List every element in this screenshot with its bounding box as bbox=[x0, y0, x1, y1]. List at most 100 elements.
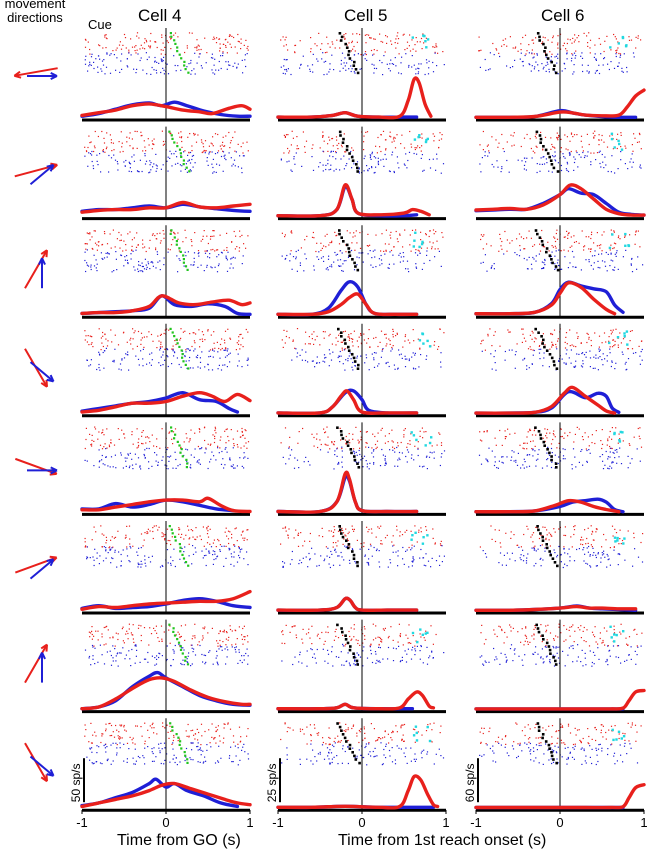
raster-spike bbox=[635, 231, 637, 233]
raster-spike bbox=[243, 445, 245, 447]
raster-spike bbox=[121, 68, 123, 70]
raster-spike bbox=[366, 657, 369, 659]
raster-spike bbox=[159, 653, 161, 655]
raster-spike bbox=[311, 625, 313, 627]
raster-spike bbox=[331, 41, 333, 43]
raster-spike bbox=[435, 43, 437, 45]
raster-spike bbox=[229, 43, 231, 45]
raster-spike bbox=[114, 645, 116, 647]
raster-spike bbox=[301, 349, 303, 351]
raster-spike bbox=[587, 45, 589, 47]
raster-spike bbox=[591, 255, 594, 257]
raster-spike bbox=[96, 154, 98, 156]
raster-spike bbox=[432, 133, 434, 135]
reach-marker bbox=[545, 349, 549, 352]
raster-spike bbox=[126, 548, 128, 550]
raster-spike bbox=[132, 737, 134, 739]
raster-spike bbox=[344, 38, 346, 40]
raster-spike bbox=[131, 739, 133, 741]
raster-spike bbox=[429, 241, 431, 243]
raster-spike bbox=[342, 748, 344, 750]
raster-spike bbox=[325, 246, 327, 248]
raster-spike bbox=[334, 631, 336, 633]
raster-spike bbox=[163, 73, 165, 75]
raster-spike bbox=[401, 357, 403, 359]
raster-spike bbox=[128, 170, 130, 172]
raster-spike bbox=[357, 439, 359, 441]
raster-spike bbox=[609, 346, 611, 348]
raster-spike bbox=[202, 557, 204, 559]
raster-spike bbox=[409, 440, 411, 442]
raster-spike bbox=[286, 754, 288, 756]
raster-spike bbox=[160, 742, 162, 744]
raster-spike bbox=[324, 331, 326, 333]
raster-spike bbox=[495, 139, 497, 141]
raster-spike bbox=[354, 664, 356, 666]
raster-spike bbox=[343, 664, 345, 666]
raster-spike bbox=[94, 426, 96, 428]
raster-spike bbox=[294, 347, 296, 349]
raster-spike bbox=[343, 349, 345, 351]
raster-spike bbox=[136, 49, 138, 51]
raster-spike bbox=[521, 160, 523, 162]
raster-spike bbox=[214, 38, 216, 40]
raster-spike bbox=[112, 636, 114, 638]
raster-spike bbox=[373, 756, 375, 758]
raster-spike bbox=[370, 528, 373, 530]
raster-spike bbox=[403, 752, 405, 754]
raster-spike bbox=[190, 429, 192, 431]
raster-spike bbox=[334, 529, 336, 531]
raster-spike bbox=[132, 757, 134, 759]
raster-spike bbox=[544, 264, 546, 266]
raster-spike bbox=[171, 348, 173, 350]
raster-spike bbox=[162, 364, 164, 366]
raster-spike bbox=[502, 39, 504, 41]
raster-spike bbox=[351, 167, 353, 169]
raster-spike bbox=[420, 150, 422, 152]
raster-spike bbox=[531, 330, 533, 332]
raster-spike bbox=[193, 456, 195, 458]
raster-spike bbox=[121, 359, 123, 361]
raster-spike bbox=[399, 234, 401, 236]
raster-spike bbox=[173, 355, 175, 357]
raster-spike bbox=[295, 637, 298, 639]
raster-spike bbox=[615, 38, 617, 40]
raster-spike bbox=[342, 532, 345, 534]
raster-spike bbox=[114, 454, 116, 456]
raster-spike bbox=[284, 527, 286, 529]
raster-spike bbox=[140, 343, 142, 345]
raster-spike bbox=[242, 746, 244, 748]
raster-spike bbox=[110, 329, 112, 331]
raster-spike bbox=[593, 242, 595, 244]
raster-spike bbox=[245, 65, 247, 68]
raster-spike bbox=[166, 40, 168, 42]
raster-spike bbox=[102, 463, 104, 465]
raster-spike bbox=[222, 641, 224, 643]
raster-spike bbox=[85, 438, 87, 441]
raster-spike bbox=[111, 536, 113, 538]
raster-spike bbox=[380, 330, 383, 332]
raster-spike bbox=[123, 724, 125, 727]
raster-spike bbox=[215, 558, 217, 560]
raster-spike bbox=[213, 539, 215, 541]
raster-spike bbox=[370, 545, 372, 547]
raster-spike bbox=[116, 653, 118, 655]
raster-spike bbox=[106, 132, 108, 134]
raster-spike bbox=[223, 339, 226, 341]
reach-marker bbox=[356, 170, 359, 173]
raster-spike bbox=[282, 72, 284, 74]
raster-spike bbox=[185, 163, 187, 165]
raster-spike bbox=[170, 133, 172, 135]
raster-spike bbox=[159, 750, 161, 752]
raster-spike bbox=[624, 235, 626, 237]
reach-marker bbox=[539, 137, 543, 141]
raster-spike bbox=[314, 756, 316, 758]
raster-spike bbox=[219, 549, 221, 551]
raster-spike bbox=[124, 729, 126, 731]
raster-spike bbox=[593, 136, 595, 138]
raster-spike bbox=[411, 565, 413, 567]
raster-spike bbox=[641, 340, 643, 342]
raster-spike bbox=[116, 161, 118, 163]
raster-spike bbox=[379, 33, 381, 35]
raster-spike bbox=[123, 642, 125, 644]
